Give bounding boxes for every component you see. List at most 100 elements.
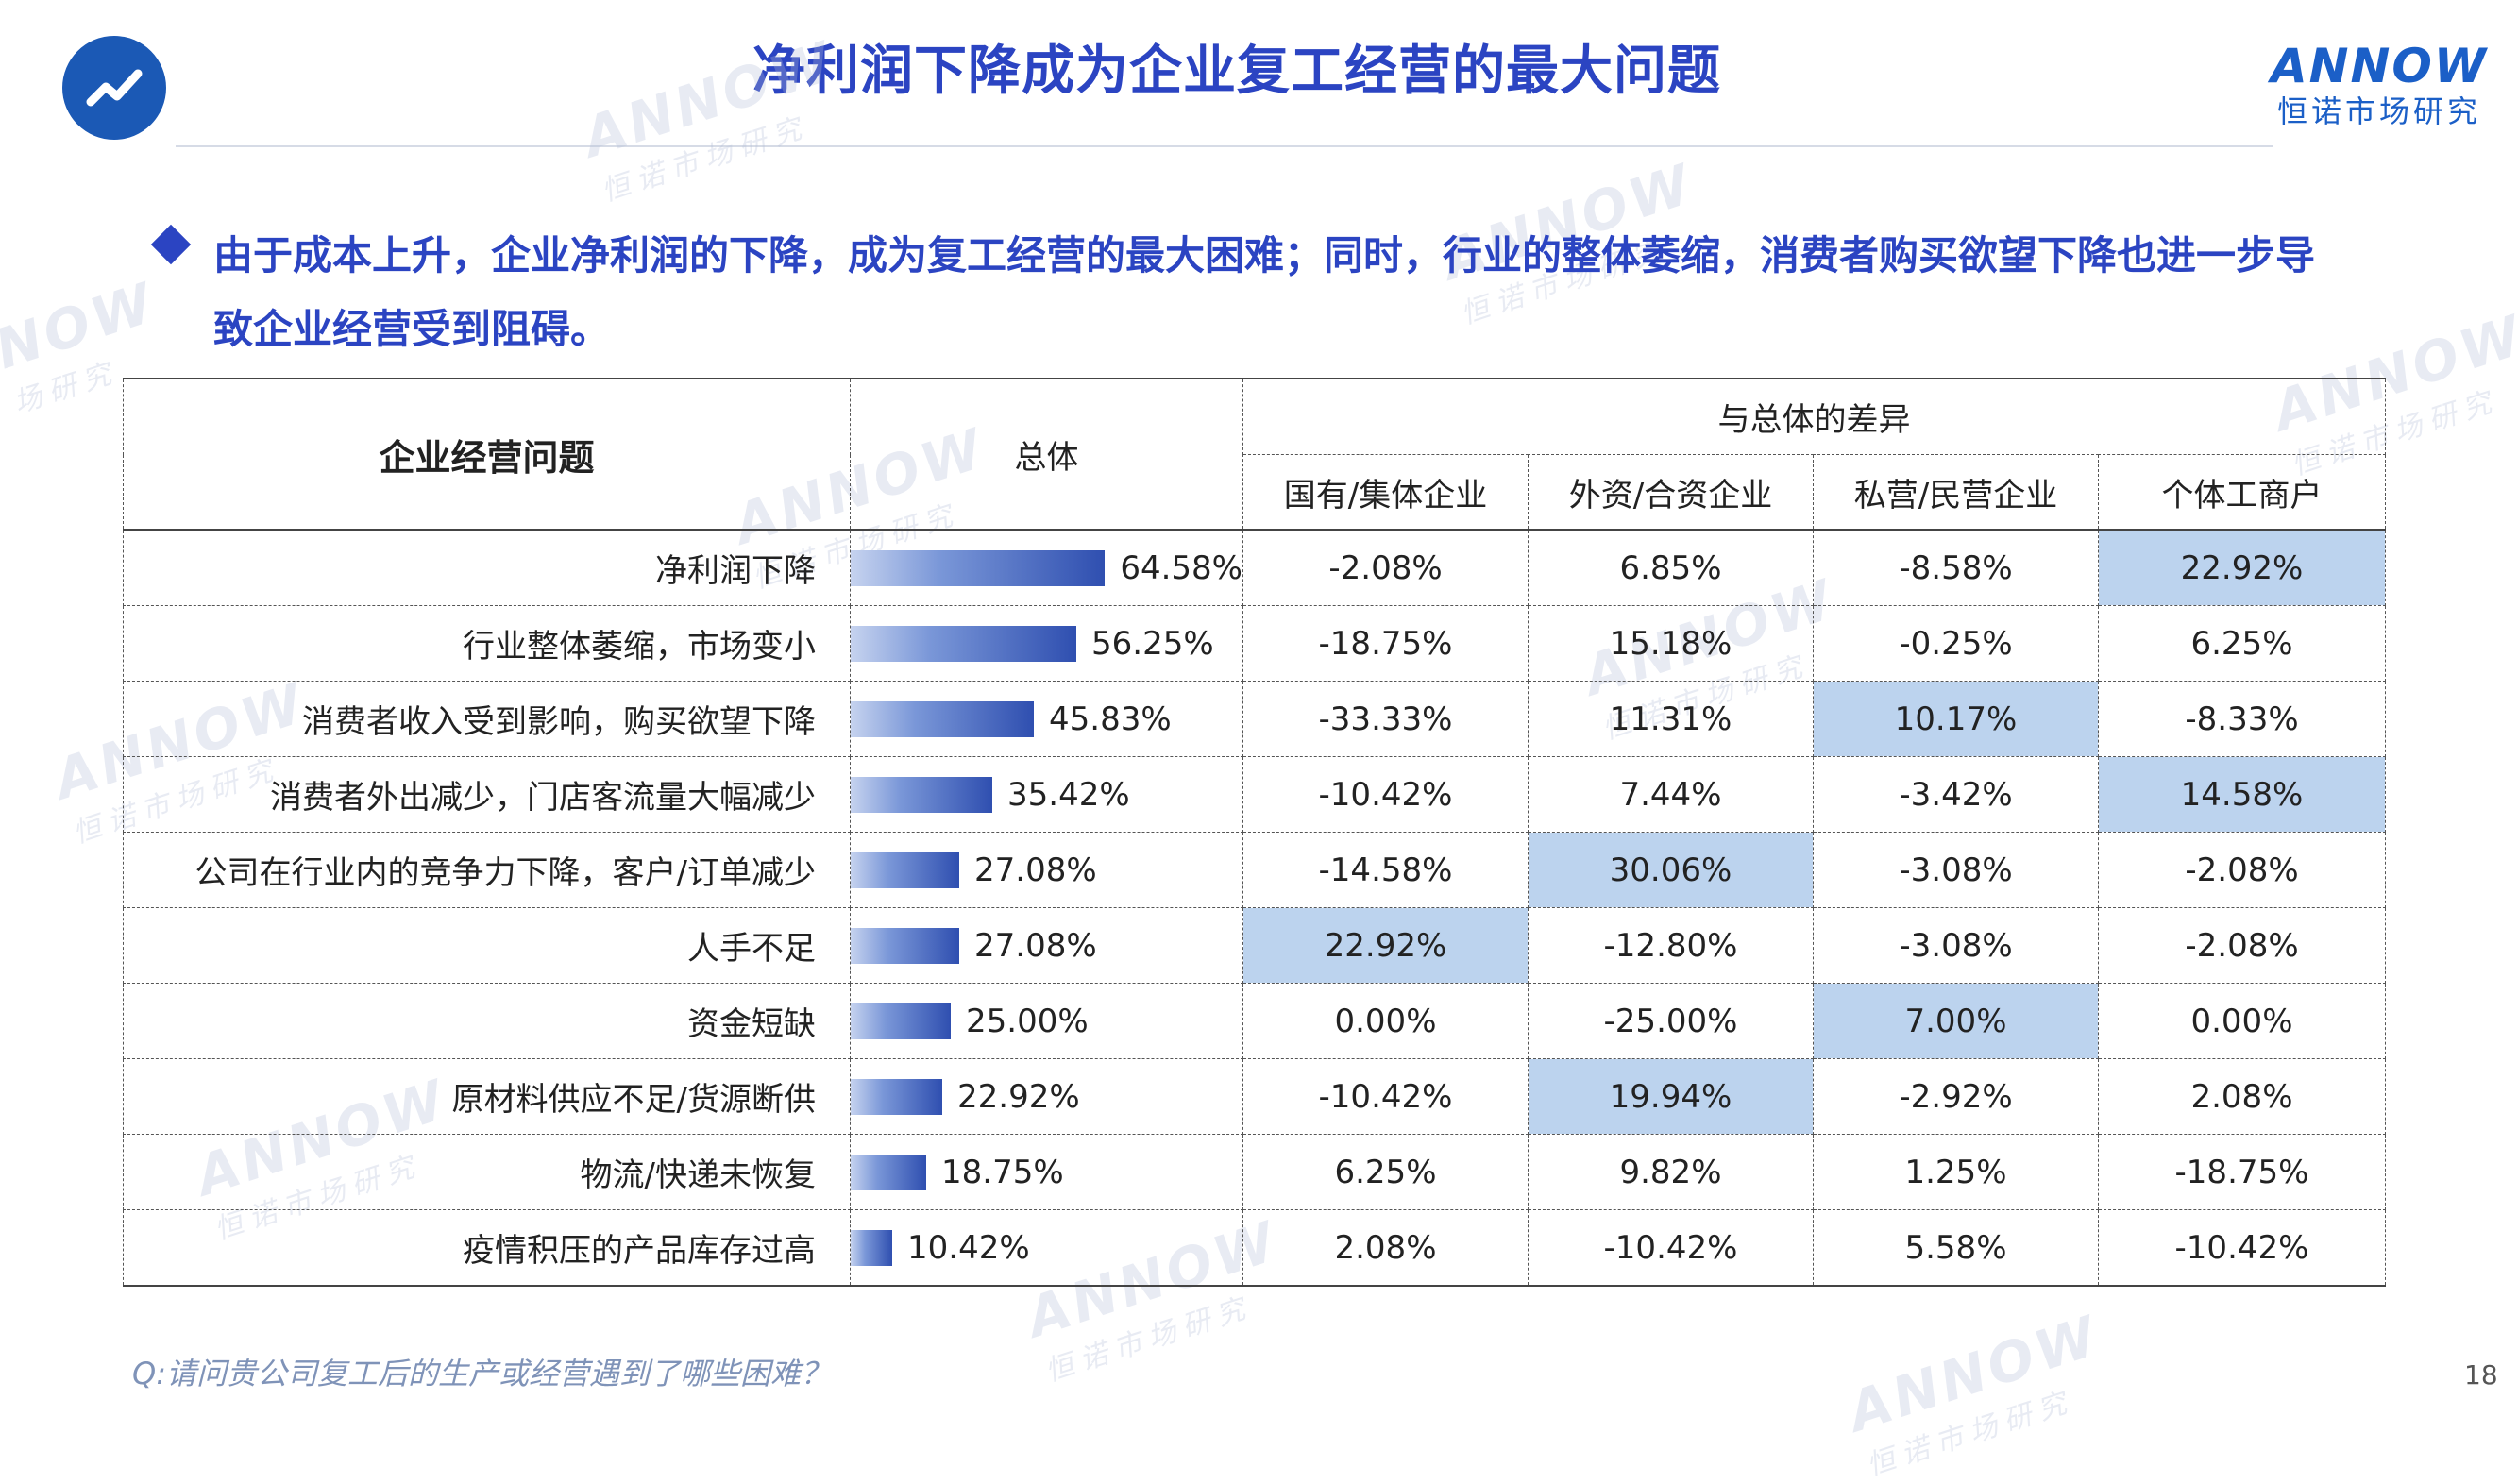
total-value: 18.75% [941, 1153, 1064, 1191]
total-cell: 10.42% [850, 1209, 1243, 1287]
brand-subtitle: 恒诺市场研究 [2276, 93, 2481, 129]
diff-cell: -18.75% [1242, 605, 1529, 682]
total-bar [851, 1229, 892, 1266]
header-divider [176, 145, 2273, 147]
total-bar [851, 1003, 951, 1039]
table-row: 消费者外出减少，门店客流量大幅减少 35.42% -10.42% 7.44% -3.42… [123, 756, 2386, 833]
diff-cell: -10.42% [1242, 1058, 1529, 1135]
table-row: 净利润下降 64.58% -2.08% 6.85% -8.58% 22.92% [123, 529, 2386, 606]
diff-cell: -2.08% [2098, 907, 2386, 984]
diff-cell: 19.94% [1528, 1058, 1814, 1135]
diff-cell: -25.00% [1528, 983, 1814, 1059]
total-bar [851, 852, 959, 888]
row-label: 疫情积压的产品库存过高 [123, 1209, 851, 1287]
diff-cell: 5.58% [1813, 1209, 2099, 1287]
diff-cell: 10.17% [1813, 681, 2099, 757]
diff-cell: 30.06% [1528, 832, 1814, 908]
diff-cell: -10.42% [1528, 1209, 1814, 1287]
total-value: 64.58% [1120, 548, 1242, 587]
table-body: 净利润下降 64.58% -2.08% 6.85% -8.58% 22.92% 行业整体萎缩… [123, 529, 2386, 1287]
diff-cell: 6.25% [1242, 1134, 1529, 1210]
diff-cell: -14.58% [1242, 832, 1529, 908]
total-bar [851, 700, 1034, 737]
total-value: 10.42% [907, 1228, 1030, 1267]
table-row: 原材料供应不足/货源断供 22.92% -10.42% 19.94% -2.92% 2.0… [123, 1058, 2386, 1135]
total-bar [851, 776, 992, 813]
diff-cell: 6.25% [2098, 605, 2386, 682]
column-header-total: 总体 [850, 378, 1243, 531]
diff-cell: 22.92% [1242, 907, 1529, 984]
total-value: 56.25% [1091, 624, 1214, 663]
total-cell: 25.00% [850, 983, 1243, 1059]
brand-logo: ANNOW 恒诺市场研究 [2261, 40, 2497, 130]
diff-cell: -3.08% [1813, 907, 2099, 984]
diff-cell: 0.00% [1242, 983, 1529, 1059]
diff-cell: -12.80% [1528, 907, 1814, 984]
diff-cell: 15.18% [1528, 605, 1814, 682]
total-bar [851, 625, 1076, 662]
table-row: 疫情积压的产品库存过高 10.42% 2.08% -10.42% 5.58% -10.42… [123, 1209, 2386, 1287]
total-cell: 45.83% [850, 681, 1243, 757]
total-bar [851, 549, 1106, 586]
row-label: 消费者外出减少，门店客流量大幅减少 [123, 756, 851, 833]
page-title: 净利润下降成为企业复工经营的最大问题 [752, 41, 1721, 102]
table-row: 物流/快递未恢复 18.75% 6.25% 9.82% 1.25% -18.75% [123, 1134, 2386, 1210]
diff-cell: -3.42% [1813, 756, 2099, 833]
row-label: 消费者收入受到影响，购买欲望下降 [123, 681, 851, 757]
diff-cell: 6.85% [1528, 529, 1814, 606]
diff-cell: 7.44% [1528, 756, 1814, 833]
total-cell: 35.42% [850, 756, 1243, 833]
diff-cell: -2.08% [1242, 529, 1529, 606]
row-label: 物流/快递未恢复 [123, 1134, 851, 1210]
row-label: 原材料供应不足/货源断供 [123, 1058, 851, 1135]
watermark: ANNOW 恒诺市场研究 [1840, 1303, 2108, 1483]
diff-cell: -0.25% [1813, 605, 2099, 682]
total-value: 45.83% [1049, 700, 1172, 738]
diff-cell: -33.33% [1242, 681, 1529, 757]
total-value: 22.92% [957, 1077, 1080, 1116]
diff-cell: -18.75% [2098, 1134, 2386, 1210]
diff-cell: -10.42% [1242, 756, 1529, 833]
diamond-bullet-icon [150, 224, 192, 265]
total-cell: 64.58% [850, 529, 1243, 606]
total-cell: 22.92% [850, 1058, 1243, 1135]
total-cell: 56.25% [850, 605, 1243, 682]
row-label: 人手不足 [123, 907, 851, 984]
total-value: 27.08% [974, 851, 1097, 889]
column-header-segment: 国有/集体企业 [1242, 454, 1529, 531]
diff-cell: -10.42% [2098, 1209, 2386, 1287]
diff-cell: 9.82% [1528, 1134, 1814, 1210]
diff-cell: 22.92% [2098, 529, 2386, 606]
trend-line-icon [62, 36, 166, 140]
table-row: 人手不足 27.08% 22.92% -12.80% -3.08% -2.08% [123, 907, 2386, 984]
diff-cell: 1.25% [1813, 1134, 2099, 1210]
total-cell: 27.08% [850, 832, 1243, 908]
headline-text: 由于成本上升，企业净利润的下降，成为复工经营的最大困难；同时，行业的整体萎缩，消… [213, 232, 2316, 352]
column-header-diff: 与总体的差异 [1242, 378, 2386, 455]
diff-cell: 0.00% [2098, 983, 2386, 1059]
diff-cell: 14.58% [2098, 756, 2386, 833]
column-header-issue: 企业经营问题 [123, 378, 851, 531]
total-bar [851, 1154, 926, 1190]
total-cell: 27.08% [850, 907, 1243, 984]
diff-cell: -8.33% [2098, 681, 2386, 757]
column-header-segment: 私营/民营企业 [1813, 454, 2099, 531]
table-row: 行业整体萎缩，市场变小 56.25% -18.75% 15.18% -0.25% 6.25… [123, 605, 2386, 682]
diff-cell: -2.08% [2098, 832, 2386, 908]
column-header-segment: 外资/合资企业 [1528, 454, 1814, 531]
total-bar [851, 1078, 942, 1115]
diff-cell: -3.08% [1813, 832, 2099, 908]
row-label: 净利润下降 [123, 529, 851, 606]
table-row: 资金短缺 25.00% 0.00% -25.00% 7.00% 0.00% [123, 983, 2386, 1059]
footnote: Q:请问贵公司复工后的生产或经营遇到了哪些困难？ [132, 1356, 831, 1391]
row-label: 行业整体萎缩，市场变小 [123, 605, 851, 682]
diff-cell: -8.58% [1813, 529, 2099, 606]
brand-name: ANNOW [2270, 39, 2489, 93]
page-number: 18 [2464, 1359, 2498, 1391]
table-row: 消费者收入受到影响，购买欲望下降 45.83% -33.33% 11.31% 10.17… [123, 681, 2386, 757]
total-cell: 18.75% [850, 1134, 1243, 1210]
column-header-segment: 个体工商户 [2098, 454, 2386, 531]
data-table: 企业经营问题 总体 与总体的差异 国有/集体企业 外资/合资企业 私营/民营企业… [123, 378, 2386, 1287]
diff-cell: 11.31% [1528, 681, 1814, 757]
diff-cell: 2.08% [2098, 1058, 2386, 1135]
